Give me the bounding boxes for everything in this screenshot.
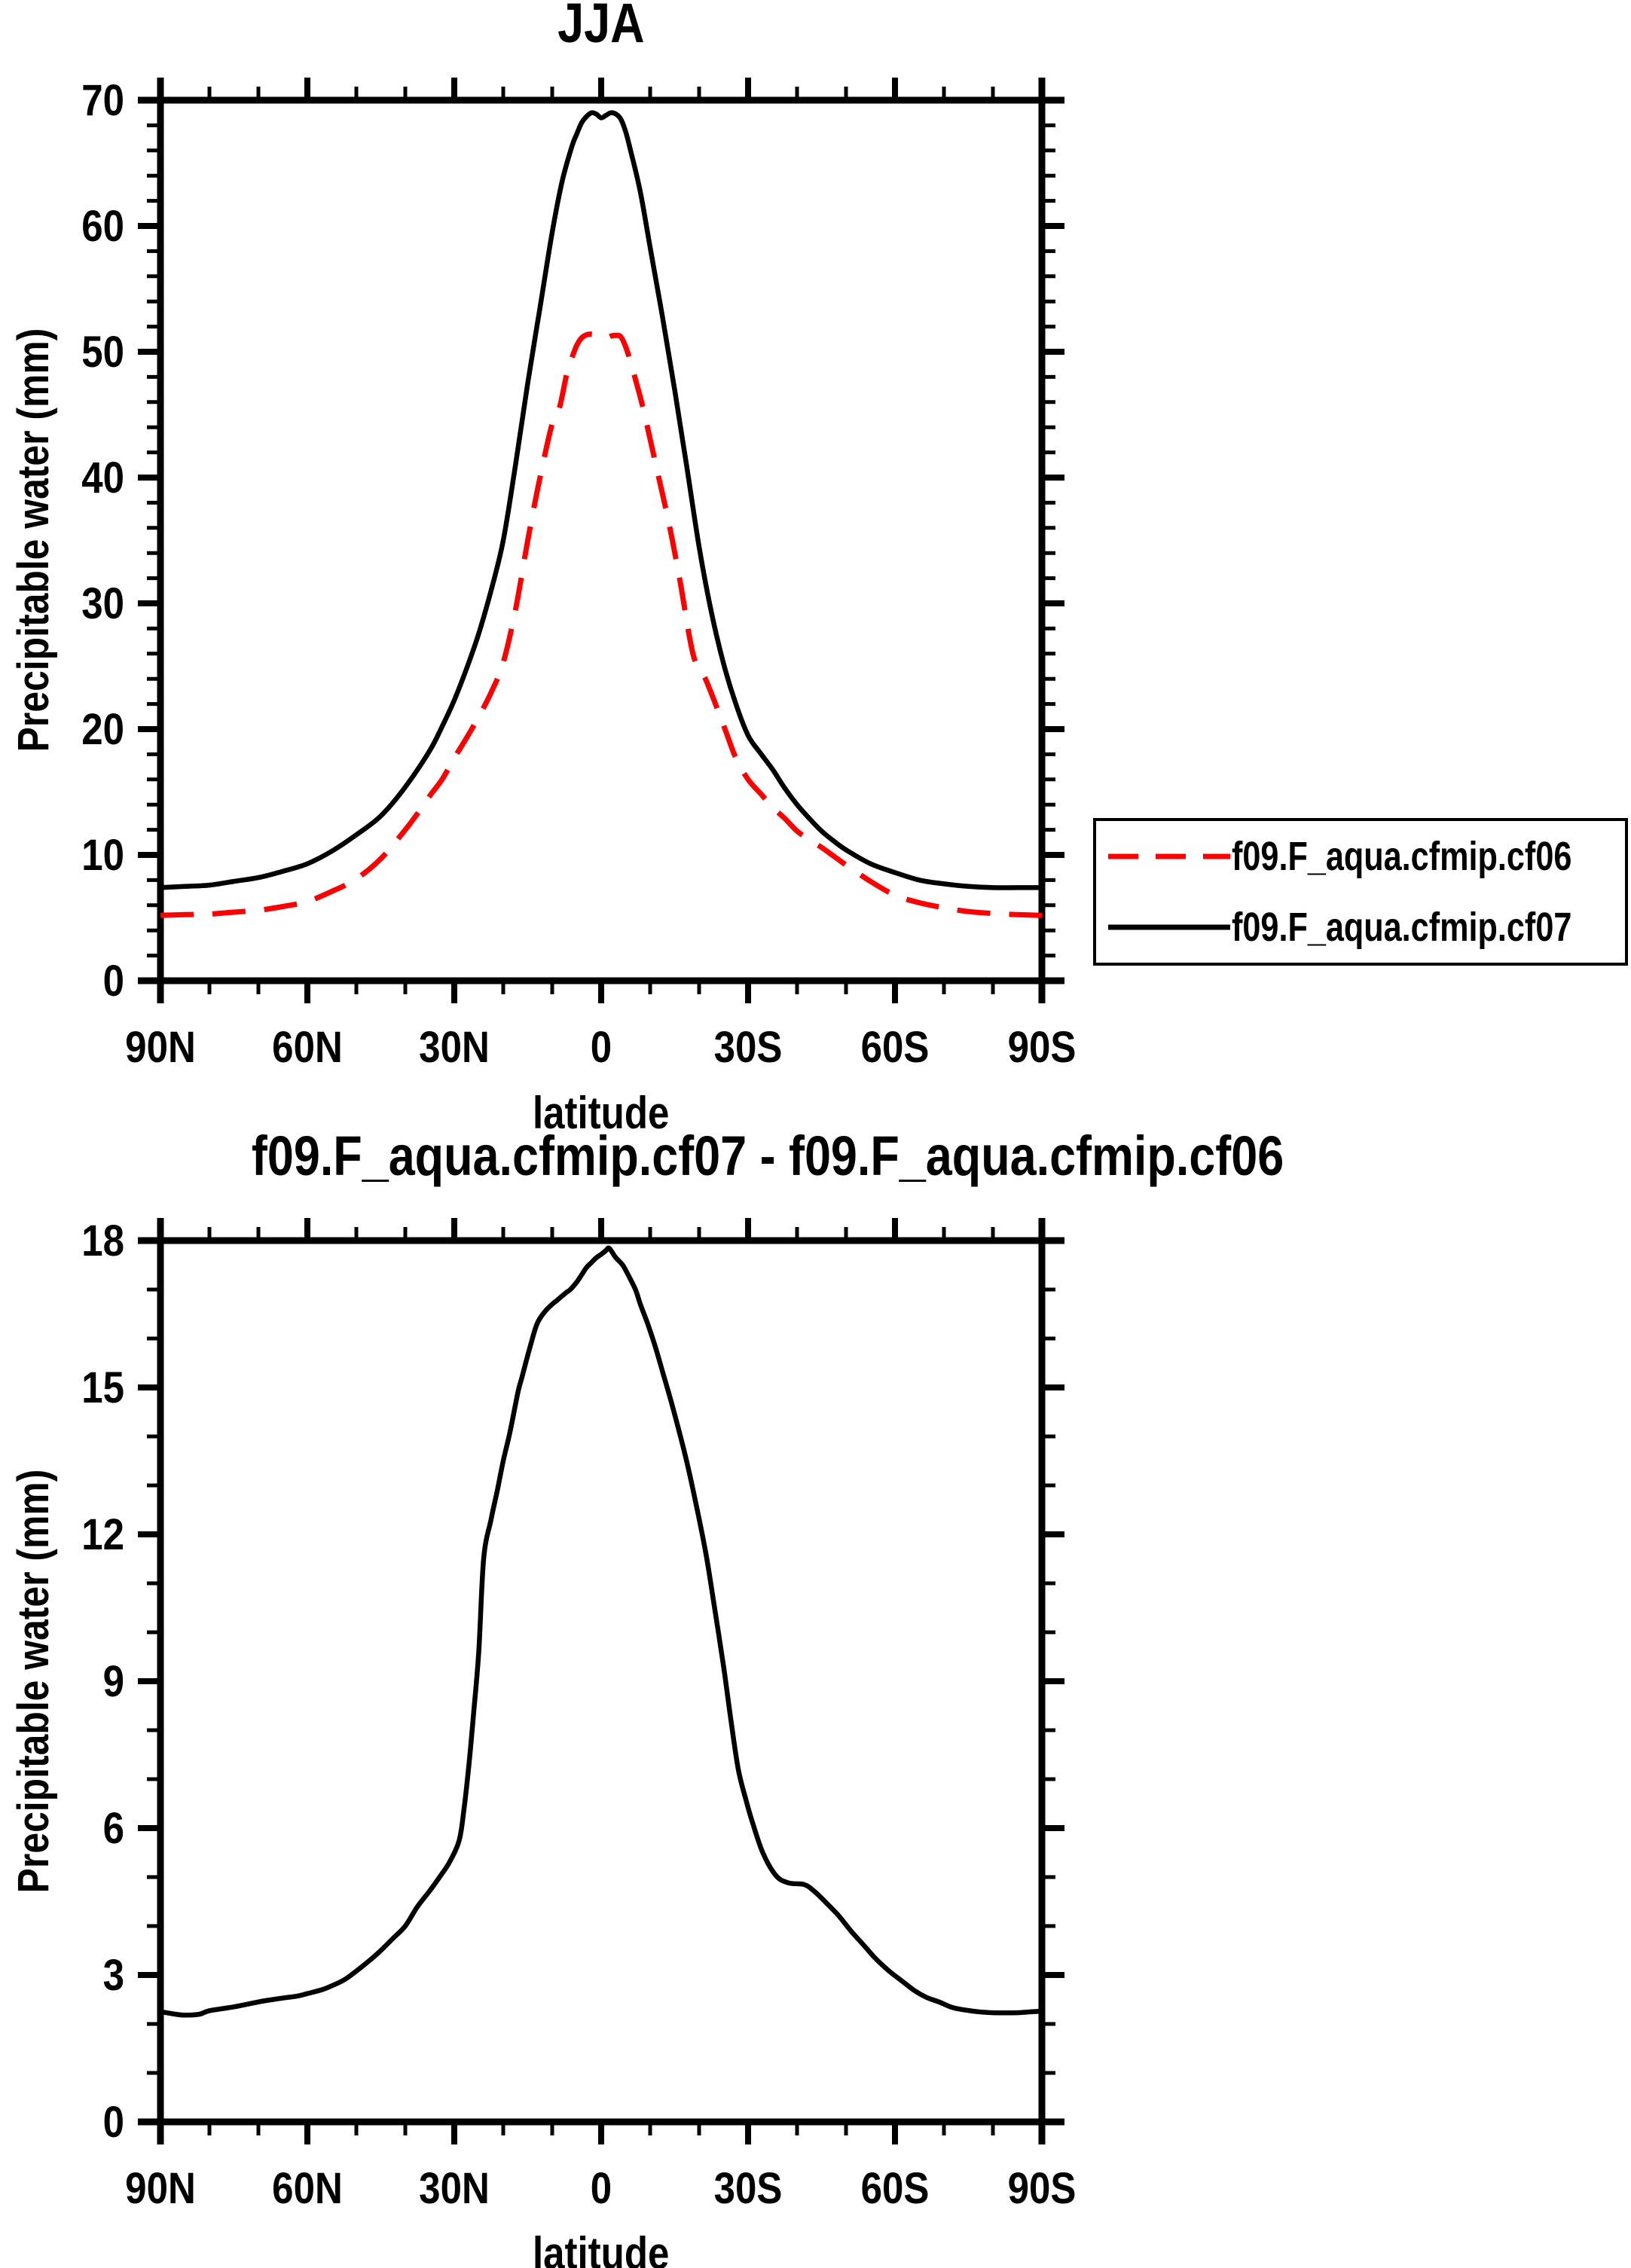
y-tick-label: 20	[81, 705, 124, 754]
x-tick-label: 90N	[125, 1023, 196, 1072]
curve-f09-f-aqua-cfmip-cf07	[160, 110, 1042, 890]
y-tick-label: 3	[103, 1951, 124, 2000]
top-chart-title-text: JJA	[557, 0, 645, 54]
x-tick-label: 30N	[419, 2164, 490, 2213]
top-x-axis-title-text: latitude	[533, 1088, 670, 1138]
x-tick-label: 60N	[272, 1023, 343, 1072]
bottom-x-axis-title: latitude	[160, 2231, 1042, 2268]
x-tick-label: 60S	[861, 2164, 930, 2213]
legend-label-cf06: f09.F_aqua.cfmip.cf06	[1232, 834, 1572, 879]
y-tick-label: 10	[81, 831, 124, 880]
legend-entry-cf07: f09.F_aqua.cfmip.cf07	[1096, 892, 1625, 963]
curve-f09-f-aqua-cfmip-cf07-f09-f-aqua-cfmip-cf06	[160, 1245, 1043, 2018]
legend-label-cf07: f09.F_aqua.cfmip.cf07	[1232, 905, 1572, 950]
x-tick-label: 30N	[419, 1023, 490, 1072]
x-tick-label: 0	[591, 2164, 612, 2213]
y-tick-label: 12	[81, 1510, 124, 1559]
curve-f09-f-aqua-cfmip-cf06	[160, 331, 1043, 918]
legend-box: f09.F_aqua.cfmip.cf06 f09.F_aqua.cfmip.c…	[1093, 818, 1628, 966]
y-tick-label: 40	[81, 453, 124, 502]
y-tick-label: 50	[81, 328, 124, 377]
legend-line-dashed-red	[1108, 853, 1230, 859]
y-tick-label: 18	[81, 1216, 124, 1265]
y-tick-label: 9	[103, 1657, 124, 1706]
x-tick-label: 90S	[1008, 1023, 1077, 1072]
x-tick-label: 90S	[1008, 2164, 1077, 2213]
y-tick-label: 30	[81, 579, 124, 628]
x-tick-label: 60N	[272, 2164, 343, 2213]
bottom-chart-title: f09.F_aqua.cfmip.cf07 - f09.F_aqua.cfmip…	[160, 1128, 1284, 1184]
legend-line-solid-black	[1108, 924, 1230, 930]
x-tick-label: 30S	[714, 1023, 783, 1072]
y-tick-label: 15	[81, 1363, 124, 1412]
x-tick-label: 90N	[125, 2164, 196, 2213]
bottom-x-axis-title-text: latitude	[533, 2228, 670, 2268]
top-chart-title: JJA	[160, 0, 1042, 51]
x-tick-label: 60S	[861, 1023, 930, 1072]
y-tick-label: 0	[103, 2098, 124, 2147]
x-tick-label: 0	[591, 1023, 612, 1072]
y-tick-label: 70	[81, 76, 124, 125]
top-y-axis-title-text: Precipitable water (mm)	[9, 328, 58, 752]
y-tick-label: 0	[103, 957, 124, 1006]
y-tick-label: 60	[81, 202, 124, 251]
bottom-chart-title-text: f09.F_aqua.cfmip.cf07 - f09.F_aqua.cfmip…	[251, 1125, 1284, 1187]
top-x-axis-title: latitude	[160, 1091, 1042, 1136]
y-tick-label: 6	[103, 1804, 124, 1853]
x-tick-label: 30S	[714, 2164, 783, 2213]
bottom-y-axis-title-text: Precipitable water (mm)	[9, 1469, 58, 1894]
legend-entry-cf06: f09.F_aqua.cfmip.cf06	[1096, 821, 1625, 892]
